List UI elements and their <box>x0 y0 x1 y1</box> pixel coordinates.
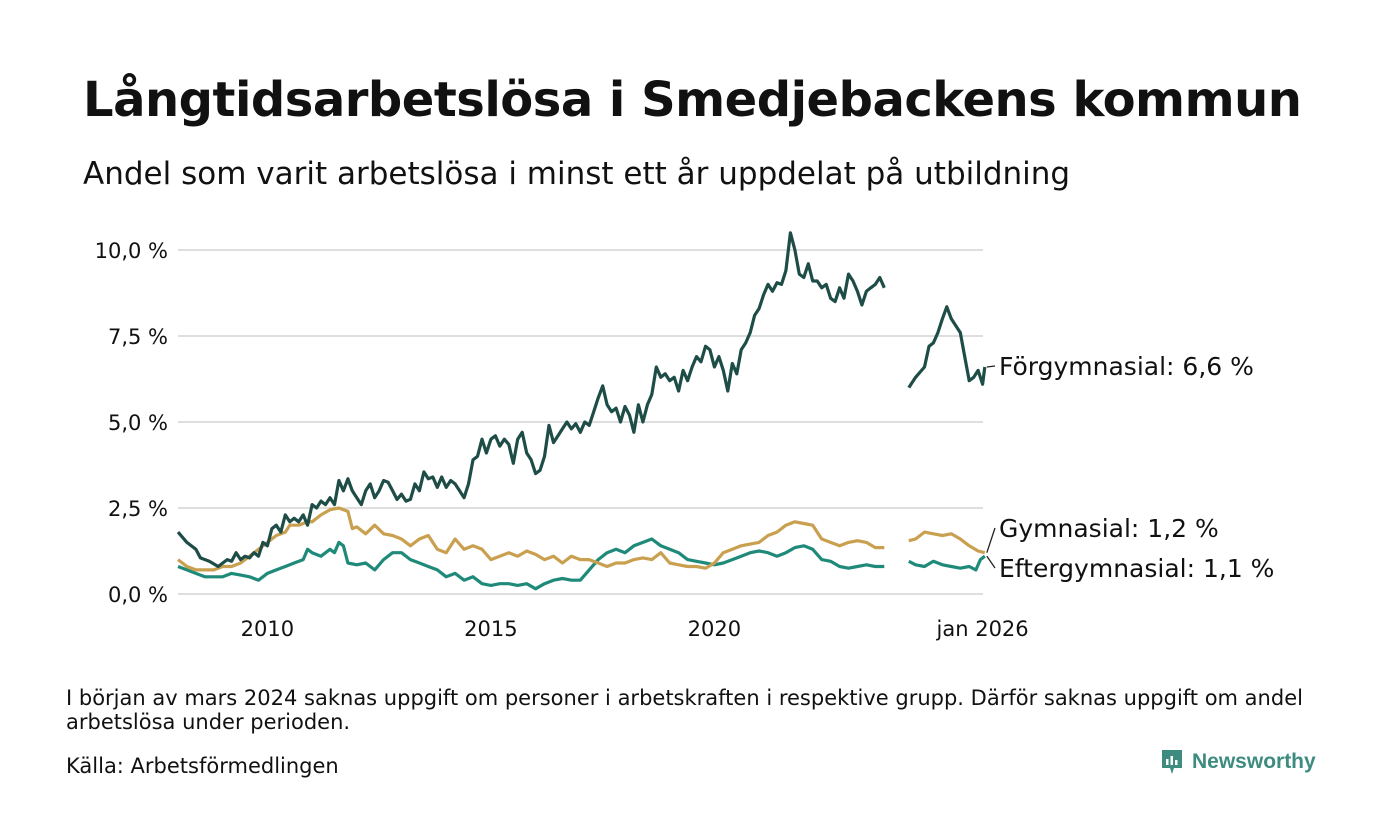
x-tick-label: 2015 <box>464 617 517 641</box>
footnote: I början av mars 2024 saknas uppgift om … <box>66 686 1303 734</box>
x-tick-label: 2010 <box>241 617 294 641</box>
x-tick-label: jan 2026 <box>936 617 1029 641</box>
chart-subtitle: Andel som varit arbetslösa i minst ett å… <box>83 156 1071 192</box>
label-leader <box>986 527 996 553</box>
y-tick-label: 10,0 % <box>95 239 168 263</box>
end-label-förgymnasial: Förgymnasial: 6,6 % <box>999 352 1254 381</box>
newsworthy-brand[interactable]: Newsworthy <box>1160 748 1316 776</box>
y-tick-label: 7,5 % <box>108 325 168 349</box>
x-axis: 2010 2015 2020 jan 2026 <box>241 617 1029 641</box>
newsworthy-logo-icon <box>1162 750 1182 774</box>
gridlines <box>178 249 983 595</box>
end-label-gymnasial: Gymnasial: 1,2 % <box>999 514 1219 543</box>
end-labels: Förgymnasial: 6,6 % Gymnasial: 1,2 % Efter… <box>986 352 1274 583</box>
y-axis: 0,0 % 2,5 % 5,0 % 7,5 % 10,0 % <box>95 239 168 607</box>
chart-title: Långtidsarbetslösa i Smedjebackens kommu… <box>83 72 1302 128</box>
series-line-gymnasial <box>908 530 986 555</box>
y-tick-label: 2,5 % <box>108 497 168 521</box>
series-line-förgymnasial <box>907 305 987 389</box>
series-line-eftergymnasial <box>908 554 986 572</box>
y-tick-label: 5,0 % <box>108 411 168 435</box>
series-line-gymnasial <box>177 506 885 572</box>
source-credit: Källa: Arbetsförmedlingen <box>66 754 339 778</box>
end-label-eftergymnasial: Eftergymnasial: 1,1 % <box>999 554 1274 583</box>
series-line-eftergymnasial <box>177 537 885 591</box>
series-line-förgymnasial <box>176 231 886 569</box>
series-lines <box>176 231 987 591</box>
brand-name: Newsworthy <box>1192 750 1316 773</box>
label-leader <box>986 555 996 569</box>
x-tick-label: 2020 <box>688 617 741 641</box>
label-leader <box>986 365 996 368</box>
y-tick-label: 0,0 % <box>108 583 168 607</box>
